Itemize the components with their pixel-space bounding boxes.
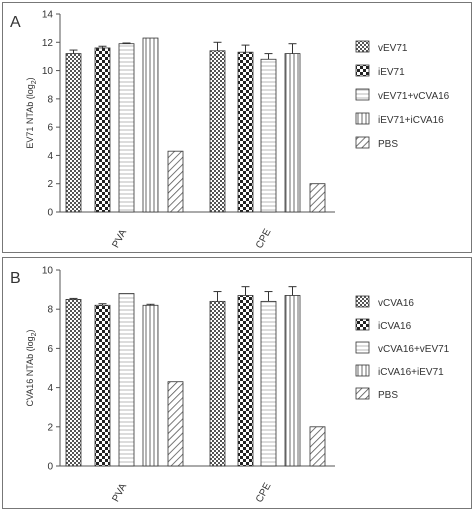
panel-b-bar-diag-pva bbox=[167, 381, 184, 467]
panel-b-x-category-label: CPE bbox=[254, 481, 274, 505]
panel-a-bar-diag-cpe bbox=[309, 183, 326, 213]
panel-a-y-tick-label: 12 bbox=[42, 38, 54, 49]
panel-b-bar-vstripe-pva bbox=[142, 304, 159, 467]
panel-b-legend-swatch bbox=[355, 341, 370, 354]
panel-a-bar-checker-small-pva bbox=[65, 53, 82, 213]
panel-b-bar-checker-large-pva bbox=[94, 304, 111, 467]
panel-b-y-tick-label: 8 bbox=[47, 305, 53, 316]
panel-b-legend-label: iCVA16+iEV71 bbox=[378, 367, 444, 378]
panel-b-legend-label: vCVA16 bbox=[378, 298, 414, 309]
panel-a-frame bbox=[2, 2, 472, 253]
panel-b-bar-checker-small-cpe bbox=[209, 300, 226, 467]
panel-a-legend-label: PBS bbox=[378, 139, 398, 150]
panel-a-legend-label: vEV71+vCVA16 bbox=[378, 91, 450, 102]
panel-b-legend-label: iCVA16 bbox=[378, 321, 412, 332]
panel-a-y-tick-label: 6 bbox=[47, 123, 53, 134]
panel-a-bar-checker-large-pva bbox=[94, 47, 111, 213]
panel-a-x-category-label: CPE bbox=[254, 227, 274, 251]
panel-b-legend-swatch bbox=[355, 387, 370, 400]
panel-b-legend-label: PBS bbox=[378, 390, 398, 401]
panel-a-legend-swatch bbox=[355, 136, 370, 149]
panel-a-y-tick-label: 14 bbox=[42, 10, 54, 21]
panel-a-legend-label: iEV71 bbox=[378, 67, 405, 78]
panel-a-y-tick-label: 0 bbox=[47, 208, 53, 219]
panel-b-y-tick-label: 0 bbox=[47, 462, 53, 473]
panel-a-legend-swatch bbox=[355, 112, 370, 125]
panel-b-y-tick-label: 4 bbox=[47, 383, 53, 394]
panel-b-bar-hstripe-cpe bbox=[260, 300, 277, 467]
panel-a-x-category-label: PVA bbox=[110, 227, 129, 249]
panel-a-bar-checker-small-cpe bbox=[209, 50, 226, 213]
panel-b-legend-swatch bbox=[355, 318, 370, 331]
panel-a-y-tick-label: 10 bbox=[42, 66, 54, 77]
panel-a-legend-label: vEV71 bbox=[378, 43, 408, 54]
panel-a-bar-vstripe-cpe bbox=[284, 53, 301, 213]
panel-a-bar-vstripe-pva bbox=[142, 37, 159, 213]
panel-a-y-axis-label: EV71 NTAb (log2) bbox=[25, 77, 38, 148]
panel-a-legend-swatch bbox=[355, 64, 370, 77]
panel-b-letter: B bbox=[10, 270, 21, 287]
panel-b-legend-label: vCVA16+vEV71 bbox=[378, 344, 450, 355]
panel-a-bar-hstripe-cpe bbox=[260, 58, 277, 213]
panel-a-bar-diag-pva bbox=[167, 150, 184, 213]
panel-b-y-tick-label: 2 bbox=[47, 422, 53, 433]
panel-a-letter: A bbox=[10, 14, 21, 31]
panel-b-y-axis-label: CVA16 NTAb (log2) bbox=[25, 329, 38, 406]
panel-a-bar-checker-large-cpe bbox=[237, 51, 254, 213]
panel-b-legend-swatch bbox=[355, 295, 370, 308]
panel-b-bar-vstripe-cpe bbox=[284, 295, 301, 467]
panel-b-bar-hstripe-pva bbox=[118, 293, 135, 467]
panel-b-legend-swatch bbox=[355, 364, 370, 377]
panel-a-y-tick-label: 8 bbox=[47, 94, 53, 105]
panel-b-bar-checker-large-cpe bbox=[237, 295, 254, 467]
panel-a-bar-hstripe-pva bbox=[118, 43, 135, 213]
panel-b-y-tick-label: 10 bbox=[42, 266, 54, 277]
panel-a-legend-swatch bbox=[355, 88, 370, 101]
panel-b-y-tick-label: 6 bbox=[47, 344, 53, 355]
panel-a-y-tick-label: 2 bbox=[47, 179, 53, 190]
panel-b-frame bbox=[2, 257, 472, 509]
panel-b-x-category-label: PVA bbox=[110, 481, 129, 503]
panel-a-y-tick-label: 4 bbox=[47, 151, 53, 162]
panel-a-legend-label: iEV71+iCVA16 bbox=[378, 115, 444, 126]
panel-b-bar-diag-cpe bbox=[309, 426, 326, 467]
panel-b-bar-checker-small-pva bbox=[65, 298, 82, 467]
panel-a-legend-swatch bbox=[355, 40, 370, 53]
